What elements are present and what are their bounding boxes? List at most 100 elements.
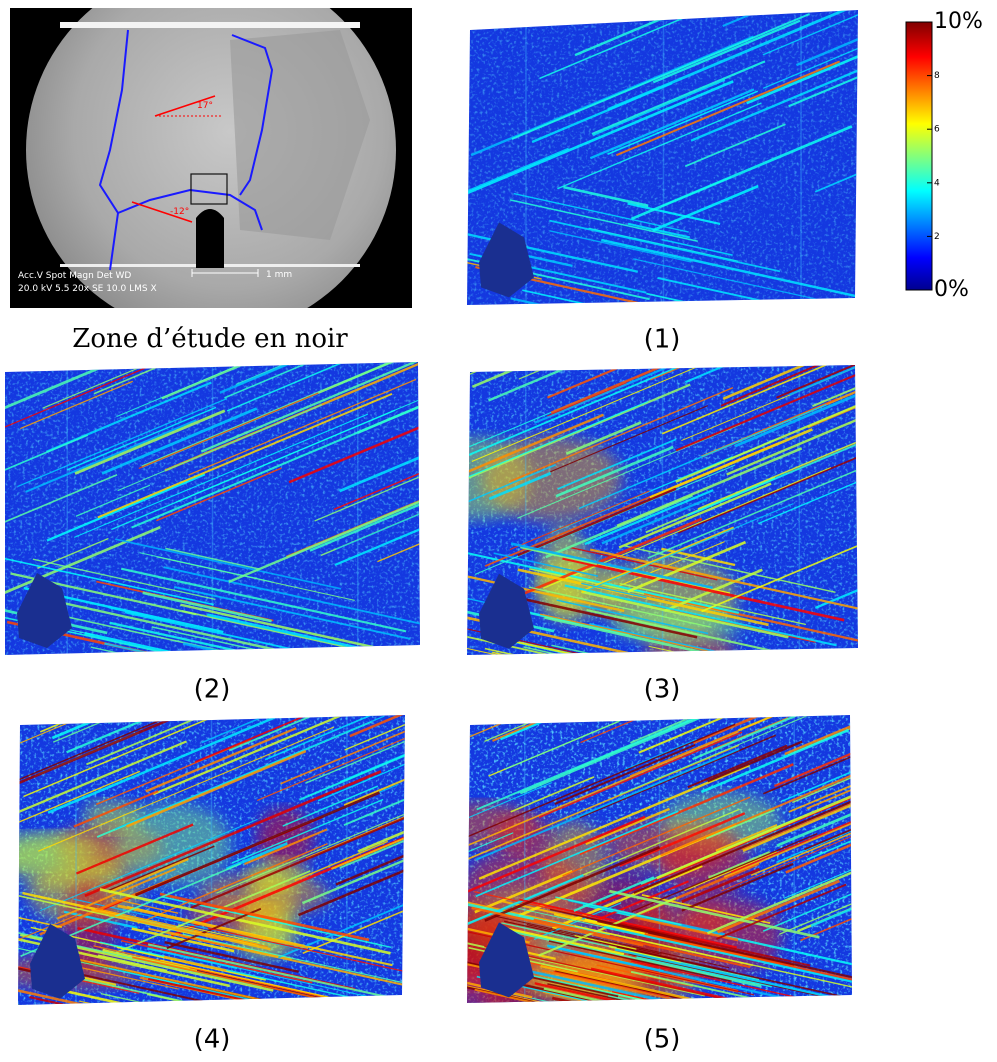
slip-band	[513, 192, 689, 233]
slip-band	[509, 199, 698, 242]
slip-band	[579, 302, 664, 305]
slip-band	[607, 90, 759, 155]
slip-band	[616, 447, 803, 528]
slip-band	[467, 147, 570, 207]
slip-band	[578, 403, 827, 510]
slip-band	[510, 776, 595, 813]
slip-band	[697, 414, 858, 510]
slip-band	[32, 558, 216, 601]
slip-band	[142, 591, 272, 623]
slip-band	[518, 641, 747, 655]
slip-band	[84, 770, 382, 897]
slip-band	[163, 566, 420, 626]
slip-band	[746, 10, 858, 105]
slip-band	[574, 925, 852, 995]
slip-band	[467, 815, 646, 903]
slip-band	[631, 833, 818, 913]
slip-band	[590, 967, 747, 1003]
slip-band	[773, 718, 852, 788]
colorbar-label: 4	[934, 178, 940, 188]
slip-band	[494, 915, 729, 969]
slip-band	[647, 932, 795, 967]
slip-band	[51, 715, 212, 740]
slip-band	[302, 836, 405, 954]
slip-band	[42, 362, 178, 409]
sem-image: 17° -12° Acc.V Spot Magn Det WD 20.0 kV …	[10, 8, 412, 308]
slip-band	[597, 920, 852, 982]
slip-band	[305, 715, 405, 784]
slip-band	[549, 230, 692, 263]
slip-band	[467, 731, 738, 855]
slip-band	[551, 864, 703, 930]
slip-band	[159, 892, 370, 942]
slip-band	[108, 606, 175, 623]
slip-band	[644, 932, 852, 983]
angle-line	[131, 201, 193, 223]
slip-band	[94, 908, 268, 948]
slip-band	[656, 775, 852, 880]
slip-band	[652, 19, 801, 84]
slip-band	[723, 815, 852, 878]
slip-band	[145, 727, 297, 793]
slip-band	[533, 918, 751, 969]
slip-band	[5, 473, 118, 533]
slip-band	[84, 631, 353, 655]
slip-band	[97, 392, 393, 519]
slip-band	[785, 779, 852, 874]
slip-band	[631, 960, 852, 1003]
slip-band	[675, 365, 858, 452]
slip-band	[178, 934, 244, 951]
angle-line	[154, 95, 216, 117]
colorbar-label: 2	[934, 232, 940, 242]
sem-info: Acc.V Spot Magn Det WD	[18, 271, 131, 281]
hot-zone	[493, 813, 552, 854]
slip-band	[467, 400, 649, 488]
slip-band	[151, 626, 420, 655]
slip-band	[684, 365, 769, 384]
slip-band	[630, 125, 853, 221]
slip-band	[814, 577, 858, 610]
slip-band	[280, 715, 405, 785]
slip-band	[692, 715, 852, 745]
slip-band	[68, 956, 294, 1005]
slip-band	[78, 1000, 150, 1005]
slip-band	[630, 970, 758, 1001]
slip-band	[467, 365, 762, 461]
slip-band	[523, 517, 703, 595]
slip-band	[629, 715, 815, 744]
hole-mask	[30, 923, 85, 999]
slip-band	[335, 830, 405, 886]
slip-band	[647, 464, 858, 559]
slip-band	[224, 362, 351, 399]
slip-band	[585, 807, 670, 846]
slip-band	[120, 567, 407, 633]
slip-band	[520, 546, 598, 566]
slip-band	[476, 715, 702, 811]
slip-band	[467, 723, 736, 851]
slip-band	[484, 715, 687, 742]
slip-band	[18, 740, 187, 817]
slip-band	[652, 184, 759, 232]
slip-band	[146, 993, 405, 1005]
slip-band	[5, 434, 89, 474]
slip-band	[108, 845, 215, 892]
slip-band	[638, 715, 828, 754]
slip-band	[211, 652, 420, 655]
slip-band	[74, 409, 226, 475]
slip-band	[121, 939, 313, 984]
slip-band	[722, 365, 858, 401]
slip-band	[97, 954, 168, 972]
slip-band	[523, 646, 697, 655]
hole-mask	[479, 922, 534, 998]
slip-band	[29, 594, 301, 655]
slip-band	[5, 362, 213, 422]
slip-band	[581, 582, 647, 599]
grain-boundary	[98, 29, 129, 271]
slip-band	[282, 785, 379, 827]
slip-band	[190, 779, 405, 909]
slip-band	[137, 843, 328, 925]
slip-band	[627, 540, 747, 593]
slip-band	[317, 362, 420, 394]
slip-band	[511, 906, 613, 930]
strain-map	[18, 715, 405, 1005]
